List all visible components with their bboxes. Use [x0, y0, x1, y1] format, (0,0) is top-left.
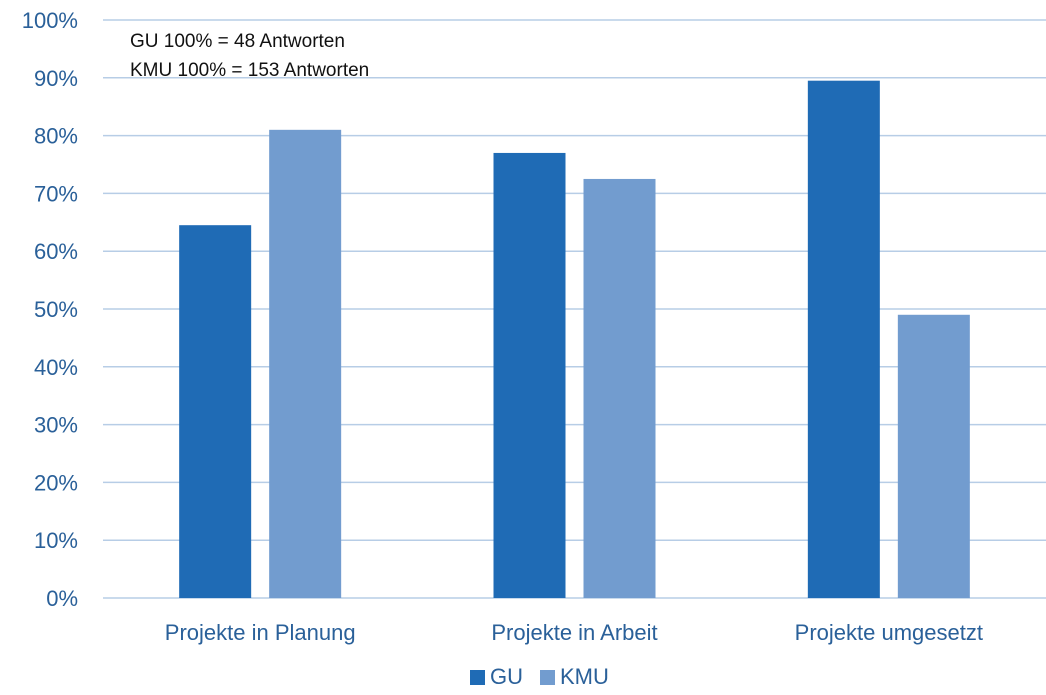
annotation-kmu: KMU 100% = 153 Antworten: [130, 60, 369, 81]
x-category-label: Projekte in Arbeit: [491, 620, 657, 645]
response-count-annotation: GU 100% = 48 Antworten KMU 100% = 153 An…: [130, 31, 369, 81]
y-axis-ticks: 0% 10% 20% 30% 40% 50% 60% 70% 80% 90% 100%: [22, 8, 78, 611]
y-tick-label: 0%: [46, 586, 78, 611]
x-axis-categories: Projekte in Planung Projekte in Arbeit Pro…: [165, 620, 983, 645]
bar-gu: [807, 80, 880, 598]
bar-kmu: [897, 314, 970, 598]
bar-kmu: [583, 178, 656, 598]
x-category-label: Projekte in Planung: [165, 620, 356, 645]
y-tick-label: 70%: [34, 181, 78, 206]
y-tick-label: 50%: [34, 297, 78, 322]
gridlines: [103, 19, 1046, 599]
legend-label-kmu: KMU: [560, 664, 609, 689]
x-category-label: Projekte umgesetzt: [795, 620, 983, 645]
y-tick-label: 60%: [34, 239, 78, 264]
bar-kmu: [269, 129, 342, 598]
bars: [179, 80, 970, 598]
bar-gu: [179, 225, 252, 598]
legend-label-gu: GU: [490, 664, 523, 689]
bar-gu: [493, 152, 566, 598]
y-tick-label: 40%: [34, 355, 78, 380]
y-tick-label: 90%: [34, 66, 78, 91]
y-tick-label: 20%: [34, 470, 78, 495]
legend-swatch-gu: [470, 670, 485, 685]
y-tick-label: 30%: [34, 413, 78, 438]
legend: GU KMU: [470, 664, 609, 689]
y-tick-label: 10%: [34, 528, 78, 553]
y-tick-label: 100%: [22, 8, 78, 33]
annotation-gu: GU 100% = 48 Antworten: [130, 31, 345, 52]
legend-swatch-kmu: [540, 670, 555, 685]
y-tick-label: 80%: [34, 124, 78, 149]
